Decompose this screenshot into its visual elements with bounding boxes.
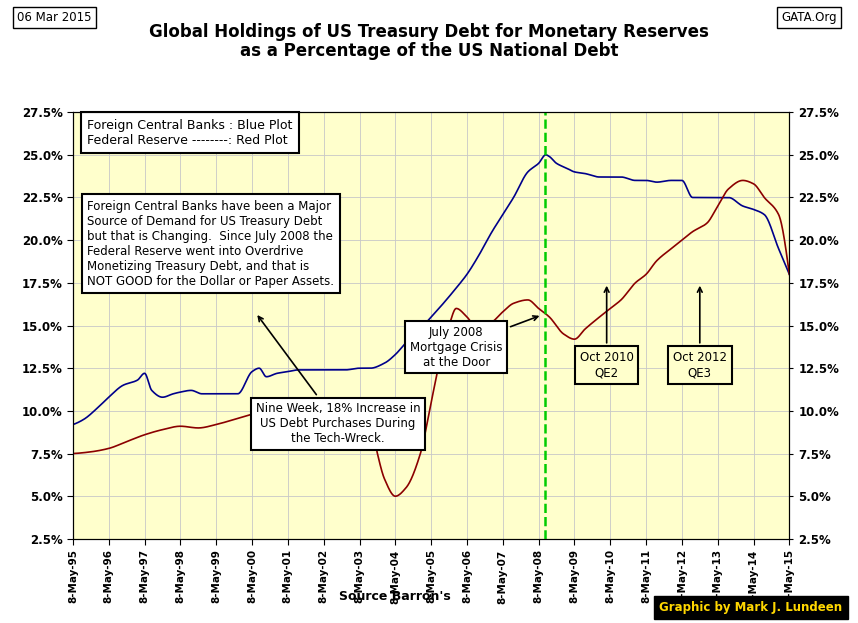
Text: Graphic by Mark J. Lundeen: Graphic by Mark J. Lundeen (660, 601, 843, 614)
Text: Foreign Central Banks have been a Major
Source of Demand for US Treasury Debt
bu: Foreign Central Banks have been a Major … (88, 199, 335, 288)
Text: Source Barron's: Source Barron's (339, 591, 450, 603)
Text: July 2008
Mortgage Crisis
at the Door: July 2008 Mortgage Crisis at the Door (410, 316, 538, 369)
Text: GATA.Org: GATA.Org (781, 11, 837, 24)
Text: Foreign Central Banks : Blue Plot
Federal Reserve --------: Red Plot: Foreign Central Banks : Blue Plot Federa… (88, 118, 293, 146)
Text: Nine Week, 18% Increase in
US Debt Purchases During
the Tech-Wreck.: Nine Week, 18% Increase in US Debt Purch… (256, 316, 420, 445)
Text: as a Percentage of the US National Debt: as a Percentage of the US National Debt (239, 42, 619, 60)
Text: Oct 2012
QE3: Oct 2012 QE3 (673, 287, 727, 379)
Text: 06 Mar 2015: 06 Mar 2015 (17, 11, 92, 24)
Text: Global Holdings of US Treasury Debt for Monetary Reserves: Global Holdings of US Treasury Debt for … (149, 24, 709, 41)
Text: Oct 2010
QE2: Oct 2010 QE2 (580, 287, 633, 379)
